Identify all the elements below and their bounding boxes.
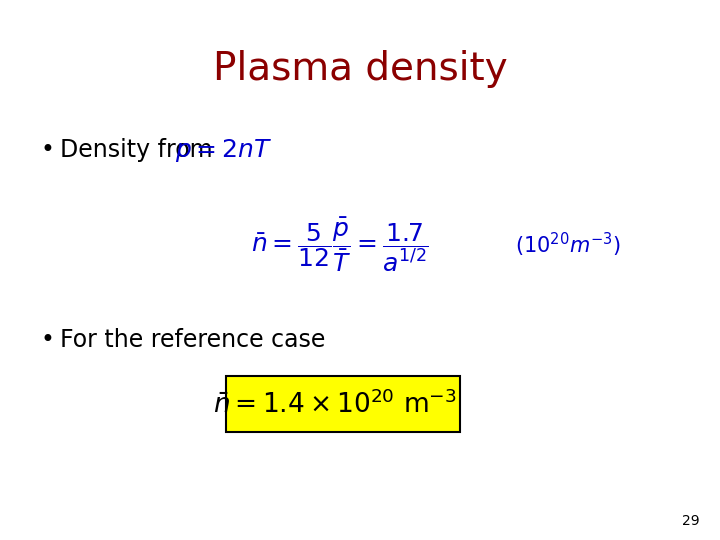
Text: 29: 29 bbox=[683, 514, 700, 528]
Text: •: • bbox=[40, 138, 54, 162]
Text: $\bar{n} = \dfrac{5}{12}\dfrac{\bar{p}}{\bar{T}} = \dfrac{1.7}{a^{1/2}}$: $\bar{n} = \dfrac{5}{12}\dfrac{\bar{p}}{… bbox=[251, 215, 429, 274]
FancyBboxPatch shape bbox=[226, 376, 460, 432]
Text: Density from: Density from bbox=[60, 138, 220, 162]
Text: For the reference case: For the reference case bbox=[60, 328, 325, 352]
Text: •: • bbox=[40, 328, 54, 352]
Text: Plasma density: Plasma density bbox=[212, 50, 508, 88]
Text: $p = 2nT$: $p = 2nT$ bbox=[175, 137, 272, 164]
Text: $(10^{20}m^{-3})$: $(10^{20}m^{-3})$ bbox=[515, 231, 621, 259]
Text: $\bar{n} = 1.4 \times 10^{20}\ \mathrm{m}^{-3}$: $\bar{n} = 1.4 \times 10^{20}\ \mathrm{m… bbox=[213, 391, 457, 419]
